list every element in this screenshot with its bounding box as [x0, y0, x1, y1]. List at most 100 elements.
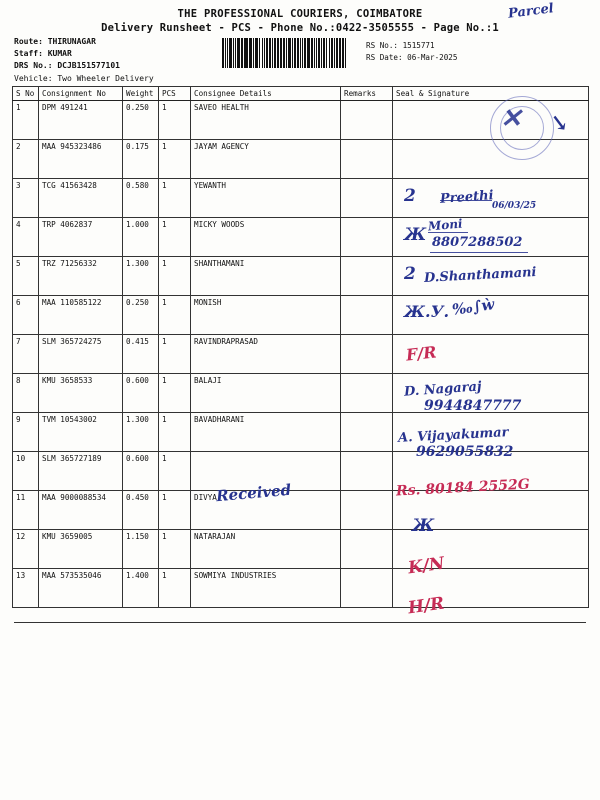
cell-remarks	[340, 411, 393, 452]
phone-underline-row-4	[430, 252, 528, 254]
cell-remarks	[340, 489, 393, 530]
cell-sno: 6	[12, 294, 39, 335]
cell-weight: 0.175	[122, 138, 159, 179]
cell-consignment: TCG 41563428	[38, 177, 123, 218]
cell-weight: 0.415	[122, 333, 159, 374]
cell-seal-signature	[392, 489, 589, 530]
signature-underline-row-4	[428, 232, 468, 234]
cell-consignment: MAA 9000088534	[38, 489, 123, 530]
cell-consignee: RAVINDRAPRASAD	[190, 333, 341, 374]
rubber-stamp-inner	[500, 106, 544, 150]
cell-pcs: 1	[158, 216, 191, 257]
cell-weight: 0.600	[122, 450, 159, 491]
cell-seal-signature	[392, 255, 589, 296]
cell-weight: 0.250	[122, 294, 159, 335]
table-row: 3 TCG 41563428 0.580 1 YEWANTH	[12, 177, 589, 218]
cell-weight: 0.250	[122, 99, 159, 140]
cell-weight: 0.450	[122, 489, 159, 530]
cell-consignee: SAVEO HEALTH	[190, 99, 341, 140]
cell-consignee: SOWMIYA INDUSTRIES	[190, 567, 341, 608]
table-body: 1 DPM 491241 0.250 1 SAVEO HEALTH 2 MAA 945323…	[12, 99, 589, 608]
cell-pcs: 1	[158, 333, 191, 374]
cell-pcs: 1	[158, 294, 191, 335]
cell-sno: 1	[12, 99, 39, 140]
staff-label: Staff: KUMAR	[14, 49, 72, 59]
table-row: 4 TRP 4062837 1.000 1 MICKY WOODS	[12, 216, 589, 257]
cell-weight: 0.600	[122, 372, 159, 413]
column-header-remarks: Remarks	[340, 86, 393, 101]
header-meta-left: Route: THIRUNAGAR Staff: KUMAR DRS No.: …	[14, 36, 154, 85]
cell-consignee: NATARAJAN	[190, 528, 341, 569]
cell-consignment: MAA 110585122	[38, 294, 123, 335]
table-row: 2 MAA 945323486 0.175 1 JAYAM AGENCY	[12, 138, 589, 179]
column-header-seal-signature: Seal & Signature	[392, 86, 589, 101]
cell-pcs: 1	[158, 528, 191, 569]
cell-sno: 8	[12, 372, 39, 413]
cell-sno: 3	[12, 177, 39, 218]
cell-consignment: MAA 945323486	[38, 138, 123, 179]
cell-consignee: YEWANTH	[190, 177, 341, 218]
cell-weight: 1.300	[122, 255, 159, 296]
rubber-stamp-outer	[490, 96, 554, 160]
cell-pcs: 1	[158, 138, 191, 179]
cell-pcs: 1	[158, 450, 191, 491]
cell-consignee	[190, 450, 341, 491]
cell-pcs: 1	[158, 489, 191, 530]
cell-sno: 10	[12, 450, 39, 491]
cell-weight: 1.150	[122, 528, 159, 569]
cell-remarks	[340, 255, 393, 296]
table-bottom-rule	[14, 622, 586, 623]
table-row: 6 MAA 110585122 0.250 1 MONISH	[12, 294, 589, 335]
table-row: 12 KMU 3659005 1.150 1 NATARAJAN	[12, 528, 589, 569]
cell-seal-signature	[392, 216, 589, 257]
column-header-pcs: PCS	[158, 86, 191, 101]
signature-underline-row-3	[440, 200, 492, 202]
table-row: 13 MAA 573535046 1.400 1 SOWMIYA INDUSTRIES	[12, 567, 589, 608]
cell-pcs: 1	[158, 372, 191, 413]
cell-remarks	[340, 372, 393, 413]
cell-pcs: 1	[158, 567, 191, 608]
cell-weight: 1.400	[122, 567, 159, 608]
cell-sno: 5	[12, 255, 39, 296]
cell-remarks	[340, 528, 393, 569]
vehicle-label: Vehicle: Two Wheeler Delivery	[14, 73, 154, 83]
page-title: THE PROFESSIONAL COURIERS, COIMBATORE	[177, 8, 423, 20]
cell-consignment: TRP 4062837	[38, 216, 123, 257]
drs-no-label: DRS No.: DCJB151577101	[14, 61, 120, 71]
column-header-weight: Weight	[122, 86, 159, 101]
route-label: Route: THIRUNAGAR	[14, 37, 96, 46]
cell-weight: 0.580	[122, 177, 159, 218]
cell-remarks	[340, 216, 393, 257]
cell-remarks	[340, 99, 393, 140]
cell-pcs: 1	[158, 177, 191, 218]
cell-sno: 9	[12, 411, 39, 452]
cell-consignment: KMU 3658533	[38, 372, 123, 413]
cell-weight: 1.000	[122, 216, 159, 257]
cell-consignee: BAVADHARANI	[190, 411, 341, 452]
cell-sno: 4	[12, 216, 39, 257]
cell-seal-signature	[392, 528, 589, 569]
table-header-row: S No Consignment No Weight PCS Consignee…	[12, 86, 589, 101]
cell-sno: 2	[12, 138, 39, 179]
table-row: 7 SLM 365724275 0.415 1 RAVINDRAPRASAD	[12, 333, 589, 374]
cell-sno: 12	[12, 528, 39, 569]
table-row: 10 SLM 365727189 0.600 1	[12, 450, 589, 491]
cell-remarks	[340, 567, 393, 608]
cell-remarks	[340, 177, 393, 218]
column-header-consignment: Consignment No	[38, 86, 123, 101]
cell-consignment: SLM 365724275	[38, 333, 123, 374]
table-row: 11 MAA 9000088534 0.450 1 DIVYA	[12, 489, 589, 530]
cell-seal-signature	[392, 177, 589, 218]
cell-seal-signature	[392, 450, 589, 491]
cell-consignment: TRZ 71256332	[38, 255, 123, 296]
cell-sno: 13	[12, 567, 39, 608]
cell-consignee: MONISH	[190, 294, 341, 335]
cell-remarks	[340, 450, 393, 491]
cell-consignment: KMU 3659005	[38, 528, 123, 569]
barcode	[222, 38, 346, 68]
cell-sno: 7	[12, 333, 39, 374]
cell-seal-signature	[392, 567, 589, 608]
runsheet-table: S No Consignment No Weight PCS Consignee…	[12, 86, 589, 608]
rs-no-label: RS No.: 1515771	[366, 41, 435, 50]
cell-remarks	[340, 294, 393, 335]
